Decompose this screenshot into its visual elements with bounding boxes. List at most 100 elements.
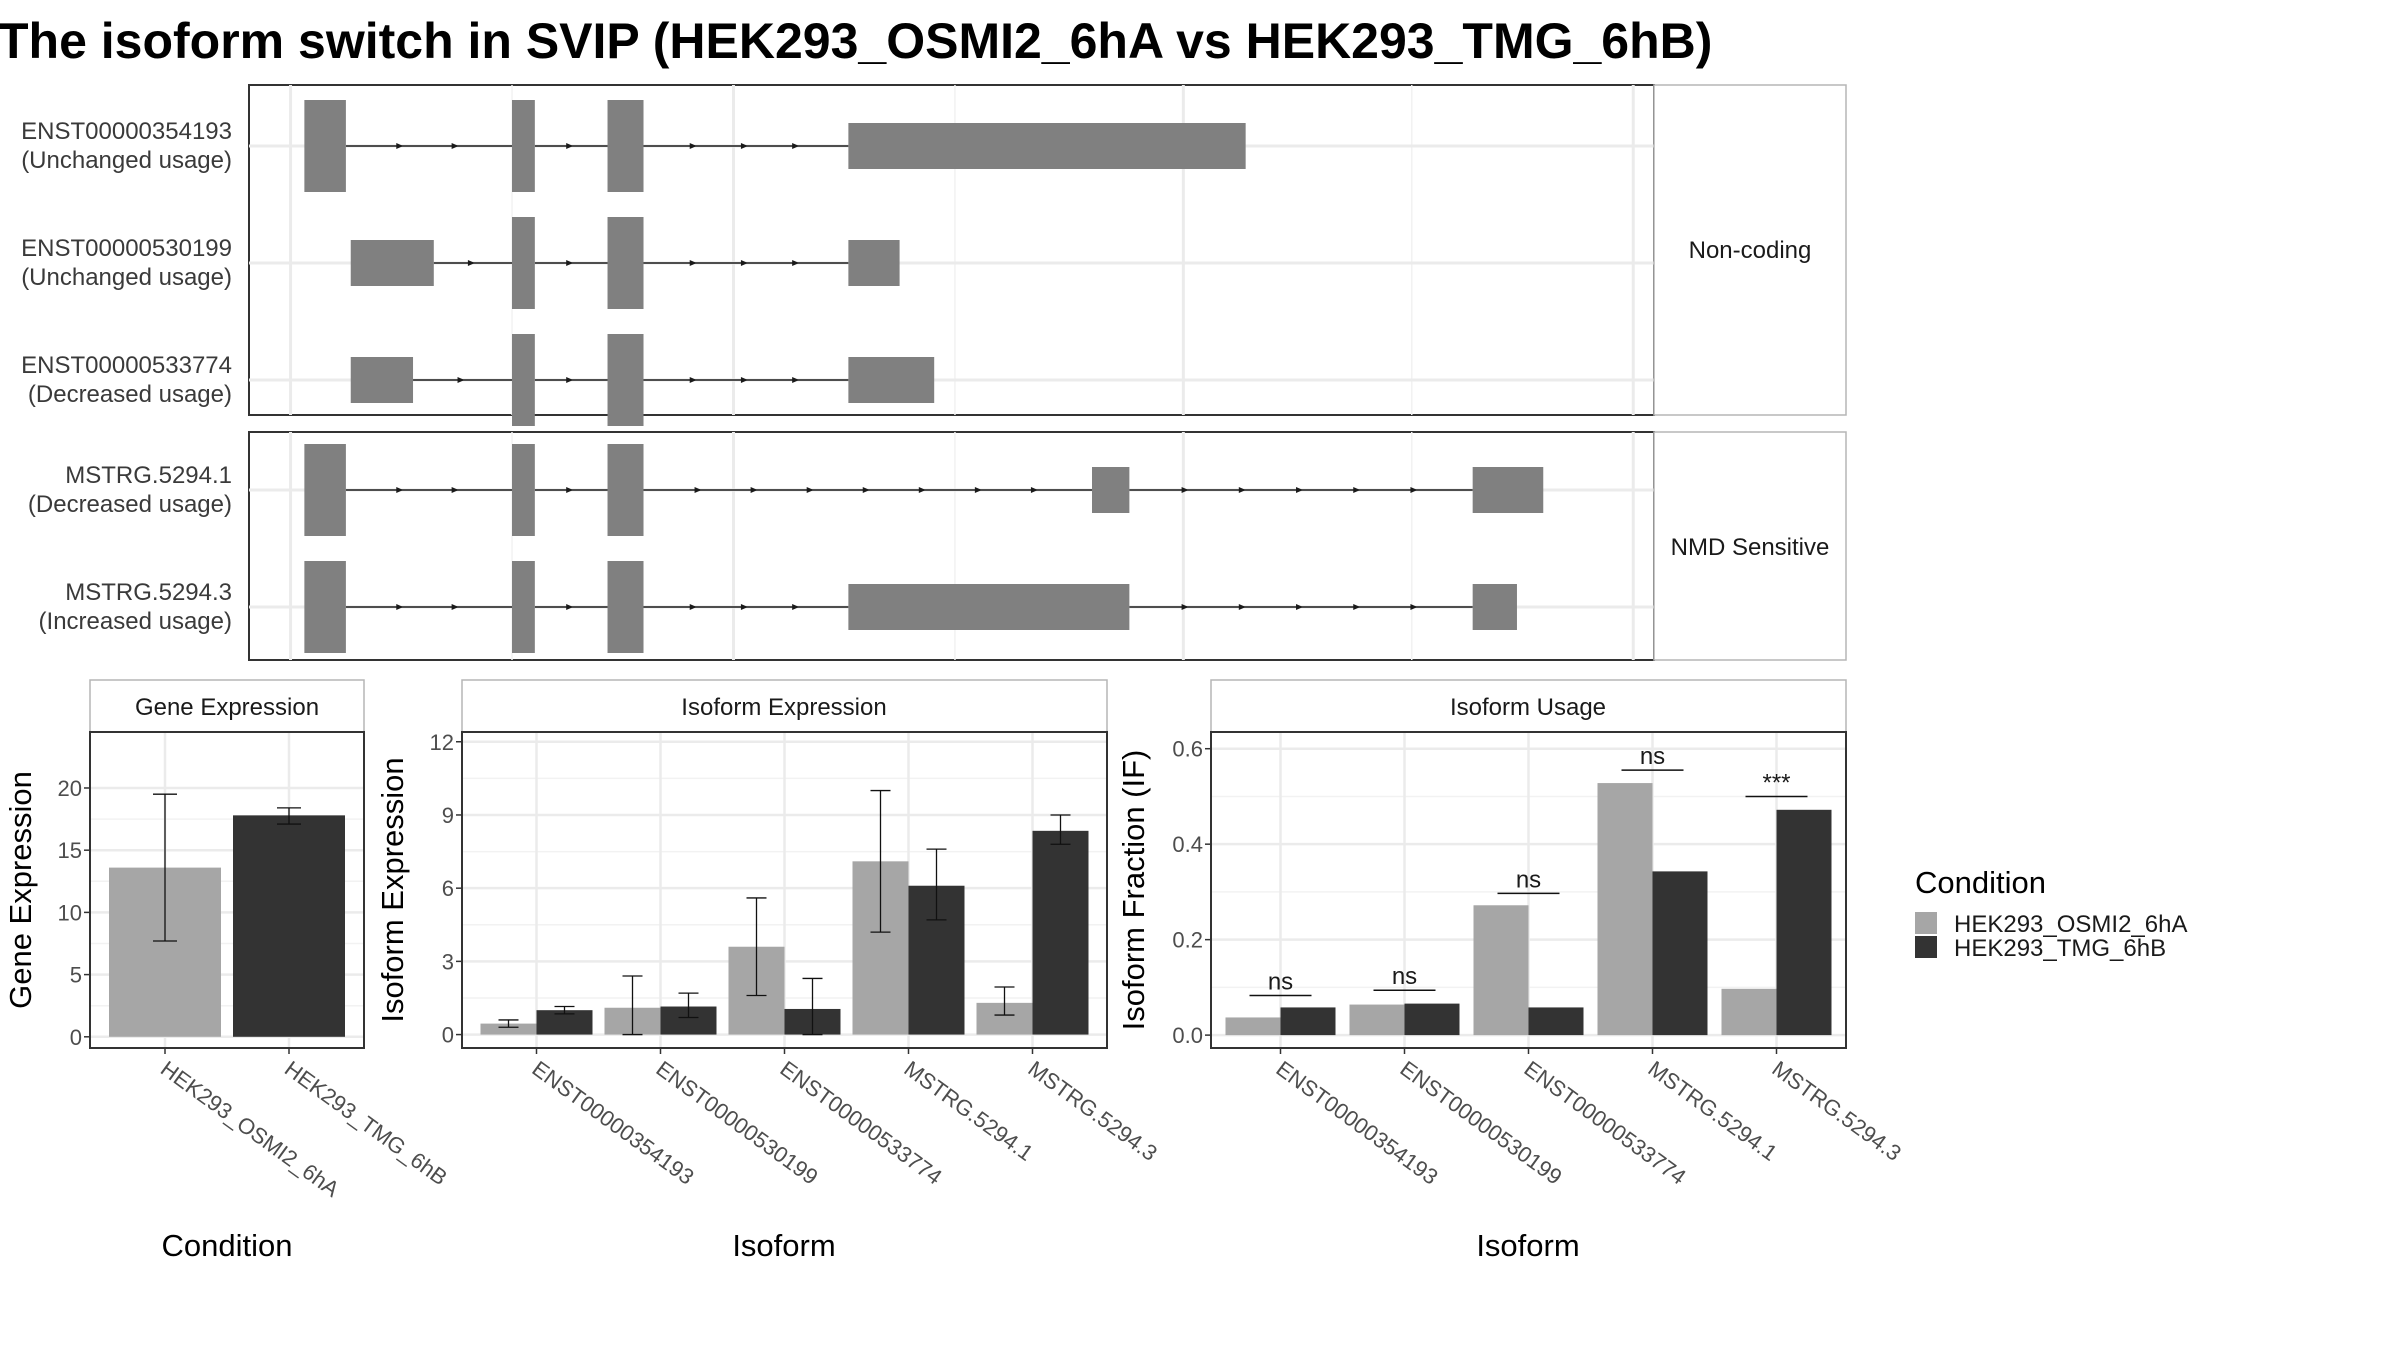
intron-arrow	[740, 604, 748, 610]
strip-box	[1653, 84, 1847, 416]
intron-arrow	[1181, 487, 1189, 493]
exon	[512, 100, 535, 192]
isoform-expression-panel: Isoform Expression 0 3 6 9 12 ENST0000035419…	[375, 679, 1162, 1263]
y-tick-label: 0.0	[1172, 1023, 1203, 1048]
bar	[1349, 1004, 1405, 1036]
y-tick-label: 20	[58, 776, 82, 801]
significance-label: ns	[1392, 963, 1417, 990]
intron-arrow	[862, 487, 870, 493]
intron-arrow	[1181, 604, 1189, 610]
intron-arrow	[1238, 604, 1246, 610]
y-tick-label: 12	[430, 730, 454, 755]
intron-arrow	[566, 604, 574, 610]
y-axis-label: Isoform Expression	[375, 757, 410, 1022]
bar	[1225, 1017, 1281, 1036]
transcript-label-id: ENST00000530199	[21, 235, 232, 262]
intron-arrow	[396, 487, 404, 493]
y-tick-label: 0.2	[1172, 928, 1203, 953]
intron-arrow	[451, 604, 459, 610]
x-tick-label: MSTRG.5294.3	[1024, 1056, 1162, 1166]
strip-label-gene-expression: Gene Expression	[135, 694, 319, 721]
exon	[607, 334, 644, 426]
significance-label: ns	[1268, 968, 1293, 995]
exon	[1472, 467, 1544, 513]
intron-arrow	[396, 604, 404, 610]
y-ticks: 0.0 0.2 0.4 0.6	[1172, 737, 1211, 1048]
legend-label-cond1: HEK293_OSMI2_6hA	[1954, 911, 2187, 938]
intron-arrow	[792, 377, 800, 383]
intron-arrow	[689, 604, 697, 610]
bar	[1473, 905, 1529, 1036]
transcript-label-id: ENST00000354193	[21, 118, 232, 145]
exon	[607, 217, 644, 309]
exon	[607, 100, 644, 192]
y-ticks: 0 3 6 9 12	[430, 730, 462, 1048]
intron-arrow	[1238, 487, 1246, 493]
legend: Condition HEK293_OSMI2_6hA HEK293_TMG_6h…	[1915, 865, 2187, 962]
intron-arrow	[566, 487, 574, 493]
x-axis-label: Isoform	[732, 1228, 835, 1263]
exon	[512, 334, 535, 426]
x-axis-label: Condition	[162, 1228, 293, 1263]
bar	[1652, 871, 1708, 1036]
intron-arrow	[792, 143, 800, 149]
y-ticks: 0 5 10 15 20	[58, 776, 90, 1050]
strip-label-noncoding: Non-coding	[1689, 237, 1812, 264]
strip-box	[1210, 679, 1847, 733]
intron-arrow	[806, 487, 814, 493]
significance-label: ***	[1762, 769, 1790, 796]
legend-label-cond2: HEK293_TMG_6hB	[1954, 935, 2166, 962]
intron-arrow	[740, 377, 748, 383]
exon	[607, 444, 644, 536]
legend-title: Condition	[1915, 865, 2046, 900]
transcript-label-id: MSTRG.5294.3	[65, 579, 232, 606]
transcript-tracks	[304, 100, 1246, 426]
transcript-label-usage: (Unchanged usage)	[21, 264, 232, 291]
significance-label: ns	[1516, 866, 1541, 893]
y-tick-label: 0	[442, 1023, 454, 1048]
x-tick-label: MSTRG.5294.3	[1768, 1056, 1906, 1166]
bars	[109, 793, 345, 1037]
x-axis-label: Isoform	[1476, 1228, 1579, 1263]
intron-arrow	[1296, 604, 1304, 610]
exon	[607, 561, 644, 653]
intron-arrow	[566, 377, 574, 383]
intron-arrow	[750, 487, 758, 493]
exon	[304, 444, 346, 536]
intron-arrow	[396, 143, 404, 149]
x-ticks: ENST00000354193ENST00000530199ENST000005…	[1272, 1048, 1906, 1190]
transcript-label-id: MSTRG.5294.1	[65, 462, 232, 489]
intron-arrow	[792, 604, 800, 610]
exon	[512, 561, 535, 653]
intron-arrow	[1030, 487, 1038, 493]
figure-title: The isoform switch in SVIP (HEK293_OSMI2…	[0, 13, 1712, 69]
y-axis-label: Isoform Fraction (IF)	[1116, 750, 1151, 1031]
intron-arrow	[689, 260, 697, 266]
intron-arrow	[689, 377, 697, 383]
strip-box	[89, 679, 365, 733]
transcript-label-id: ENST00000533774	[21, 352, 232, 379]
intron-arrow	[974, 487, 982, 493]
exon	[1472, 584, 1517, 630]
exon	[848, 357, 935, 403]
bar	[1776, 809, 1832, 1036]
transcript-label-usage: (Decreased usage)	[28, 381, 232, 408]
transcript-label-usage: (Increased usage)	[39, 608, 232, 635]
strip-label-isoform-usage: Isoform Usage	[1450, 694, 1606, 721]
transcript-label-usage: (Unchanged usage)	[21, 147, 232, 174]
legend-key-cond1	[1915, 912, 1937, 934]
transcript-panel-nmd: NMD Sensitive	[248, 431, 1847, 661]
exon	[350, 240, 434, 286]
bar	[1721, 988, 1777, 1036]
strip-box	[1653, 431, 1847, 661]
y-tick-label: 15	[58, 838, 82, 863]
significance-label: ns	[1640, 743, 1665, 770]
legend-key-cond2	[1915, 936, 1937, 958]
intron-arrow	[740, 260, 748, 266]
intron-arrow	[451, 143, 459, 149]
intron-arrow	[457, 377, 465, 383]
plot-border	[89, 731, 365, 1049]
exon	[304, 561, 346, 653]
y-axis-label: Gene Expression	[3, 771, 38, 1009]
